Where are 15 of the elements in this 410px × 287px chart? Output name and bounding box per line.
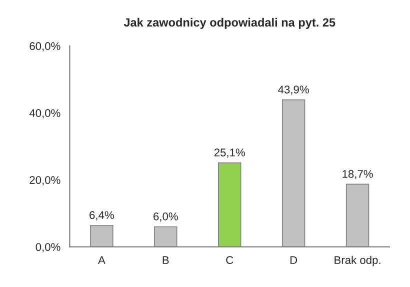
data-label: 25,1% (214, 148, 245, 158)
chart-title: Jak zawodnicy odpowiadali na pyt. 25 (124, 18, 336, 29)
y-tick-label: 20,0% (30, 176, 60, 186)
y-tick-label: 40,0% (29, 109, 60, 118)
data-label: 43,9% (278, 86, 309, 95)
data-label: 6,4% (90, 211, 114, 220)
x-tick-label: C (226, 256, 234, 264)
x-tick-label: B (162, 256, 169, 264)
y-tick-label: 60,0% (30, 42, 60, 52)
data-label: 6,0% (154, 212, 178, 222)
x-tick-label: D (290, 256, 298, 264)
y-tick-label: 0,0% (36, 243, 60, 252)
x-tick-label: A (98, 256, 106, 264)
x-tick-label: Brak odp. (334, 256, 380, 266)
data-label: 18,7% (342, 170, 373, 180)
